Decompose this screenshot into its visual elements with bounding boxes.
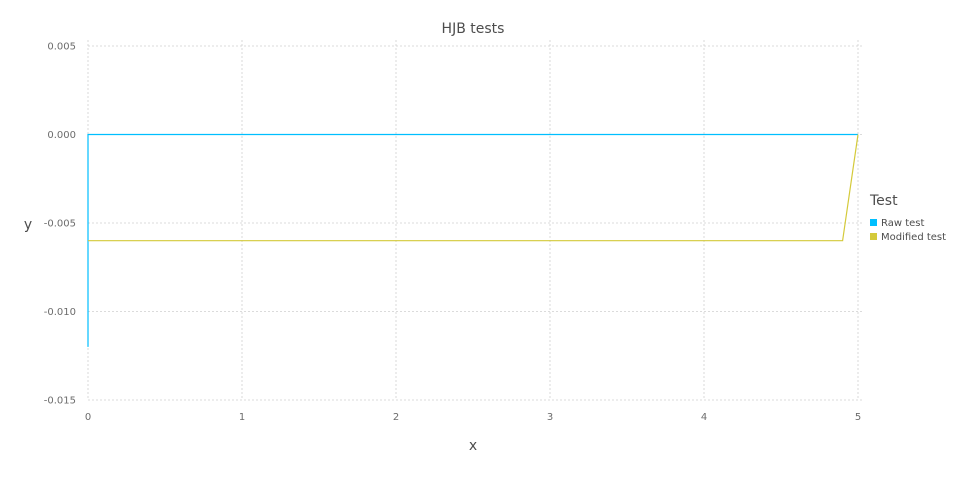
legend-swatch [870,233,877,240]
y-tick-label: 0.000 [47,130,76,141]
x-tick-label: 1 [239,412,245,423]
legend-swatch [870,219,877,226]
x-tick-label: 5 [855,412,861,423]
series-line-modified-test [88,134,859,242]
legend-label: Raw test [881,218,924,229]
x-tick-label: 2 [393,412,399,423]
legend-title: Test [869,193,898,209]
y-tick-label: -0.005 [44,219,76,230]
x-axis-label: x [469,438,477,454]
x-tick-label: 3 [547,412,553,423]
chart-title: HJB tests [442,21,505,37]
grid [87,40,864,401]
x-tick-label: 4 [701,412,707,423]
y-axis-ticks: -0.015 -0.010 -0.005 0.000 0.005 [44,42,76,407]
y-tick-label: -0.010 [44,307,76,318]
y-tick-label: -0.015 [44,396,76,407]
plot-area [87,133,859,347]
legend: Test Raw test Modified test [869,193,946,243]
series-line-raw-test [87,133,858,347]
x-tick-label: 0 [85,412,91,423]
y-axis-label: y [24,217,32,233]
legend-label: Modified test [881,232,946,243]
y-tick-label: 0.005 [47,42,76,53]
x-axis-ticks: 0 1 2 3 4 5 [85,412,861,423]
